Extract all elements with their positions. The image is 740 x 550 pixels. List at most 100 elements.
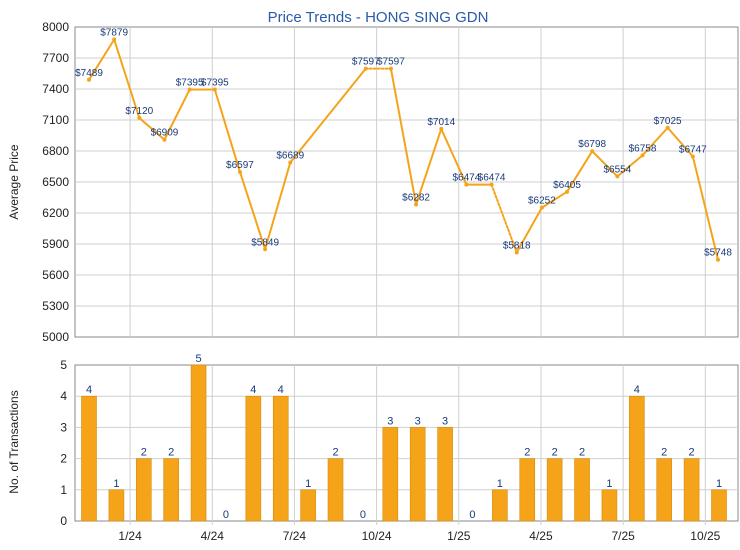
transaction-bar xyxy=(601,489,618,522)
transaction-bar xyxy=(437,427,453,522)
price-tick-label: 6500 xyxy=(42,175,69,189)
price-data-label: $5849 xyxy=(251,237,279,248)
price-line-segment xyxy=(238,170,267,251)
transaction-bar xyxy=(711,489,727,522)
price-data-label: $7014 xyxy=(427,117,455,128)
transaction-value-label: 2 xyxy=(689,447,695,459)
price-point xyxy=(162,137,167,142)
price-line-segment xyxy=(163,88,191,141)
price-point xyxy=(187,87,192,92)
transactions-tick-label: 2 xyxy=(60,452,67,466)
transaction-bar xyxy=(629,395,645,522)
x-tick-label: 7/25 xyxy=(611,529,635,543)
price-point xyxy=(464,182,469,187)
price-point xyxy=(237,169,242,174)
price-data-label: $6597 xyxy=(226,160,254,171)
transaction-value-label: 4 xyxy=(250,384,256,396)
transactions-tick-label: 4 xyxy=(60,389,67,403)
price-point xyxy=(615,174,620,179)
price-axis-title: Average Price xyxy=(7,144,21,219)
transaction-value-label: 3 xyxy=(387,415,393,427)
price-point xyxy=(665,125,670,130)
price-tick-label: 6200 xyxy=(42,206,69,220)
transaction-value-label: 0 xyxy=(223,509,229,521)
transaction-bar xyxy=(683,458,700,522)
price-data-label: $7879 xyxy=(100,28,128,39)
price-line-segment xyxy=(641,126,669,157)
transaction-value-label: 4 xyxy=(634,384,640,396)
price-point xyxy=(112,37,117,42)
price-point xyxy=(489,182,494,187)
price-data-label: $7120 xyxy=(125,106,153,117)
price-tick-label: 5300 xyxy=(42,299,69,313)
transaction-value-label: 2 xyxy=(661,447,667,459)
transaction-bar xyxy=(163,458,179,522)
price-point xyxy=(212,87,217,92)
x-tick-label: 1/24 xyxy=(118,529,142,543)
transactions-tick-label: 1 xyxy=(60,483,67,497)
transaction-value-label: 3 xyxy=(415,415,421,427)
price-point xyxy=(263,247,268,252)
price-point xyxy=(414,202,419,207)
x-tick-label: 4/24 xyxy=(201,529,225,543)
price-line-segment xyxy=(138,116,166,141)
price-data-label: $5818 xyxy=(503,240,531,251)
transactions-tick-label: 5 xyxy=(60,358,67,372)
price-line-segment xyxy=(264,161,292,251)
price-point xyxy=(388,66,393,71)
price-tick-label: 5600 xyxy=(42,268,69,282)
price-data-label: $7025 xyxy=(654,116,682,127)
transaction-value-label: 2 xyxy=(579,447,585,459)
price-line-segment xyxy=(389,67,418,206)
price-panel: 5000 5300 5600 5900 6200 6500 6800 7100 7400 7700… xyxy=(42,20,739,344)
transaction-bar xyxy=(135,458,152,522)
price-data-label: $6474 xyxy=(452,173,480,184)
price-data-label: $5748 xyxy=(704,248,732,259)
price-point xyxy=(565,189,570,194)
transaction-value-label: 0 xyxy=(360,509,366,521)
price-data-label: $6909 xyxy=(151,128,179,139)
price-line-segment xyxy=(616,154,644,178)
price-tick-label: 6800 xyxy=(42,144,69,158)
price-tick-label: 5900 xyxy=(42,237,69,251)
transaction-bar xyxy=(409,427,426,522)
price-line-segment xyxy=(566,150,594,193)
transaction-bar xyxy=(546,458,563,522)
transaction-value-label: 5 xyxy=(196,353,202,365)
price-point xyxy=(690,154,695,159)
price-data-label: $6747 xyxy=(679,144,707,155)
price-tick-label: 7700 xyxy=(42,51,69,65)
transaction-value-label: 4 xyxy=(86,384,92,396)
transaction-value-label: 4 xyxy=(278,384,284,396)
price-line-segment xyxy=(415,127,443,206)
transaction-value-label: 2 xyxy=(141,447,147,459)
transaction-bar xyxy=(327,458,344,522)
price-point xyxy=(640,153,645,158)
transaction-bar xyxy=(108,489,125,522)
transaction-value-label: 2 xyxy=(552,447,558,459)
price-data-label: $7597 xyxy=(377,57,405,68)
transactions-plot-area xyxy=(74,364,739,522)
transaction-bar xyxy=(656,458,673,522)
price-line-segment xyxy=(440,127,468,186)
price-line-segment xyxy=(691,155,719,261)
price-line-segment xyxy=(591,150,619,178)
transaction-bar xyxy=(382,427,399,522)
transaction-bar xyxy=(81,395,97,522)
transactions-axis-title: No. of Transactions xyxy=(7,390,21,493)
transaction-bar xyxy=(574,458,590,522)
price-data-label: $7597 xyxy=(352,57,380,68)
price-tick-label: 8000 xyxy=(42,20,69,34)
transaction-value-label: 1 xyxy=(305,478,311,490)
transaction-value-label: 0 xyxy=(469,509,475,521)
transactions-tick-label: 3 xyxy=(60,420,67,434)
x-tick-label: 10/25 xyxy=(690,529,720,543)
price-data-label: $6798 xyxy=(578,139,606,150)
x-tick-label: 1/25 xyxy=(447,529,471,543)
price-data-label: $6282 xyxy=(402,193,430,204)
price-line-segment xyxy=(540,190,569,209)
transaction-bar xyxy=(519,458,536,522)
price-tick-label: 5000 xyxy=(42,330,69,344)
price-line-segment xyxy=(88,38,116,81)
price-data-label: $6252 xyxy=(528,196,556,207)
